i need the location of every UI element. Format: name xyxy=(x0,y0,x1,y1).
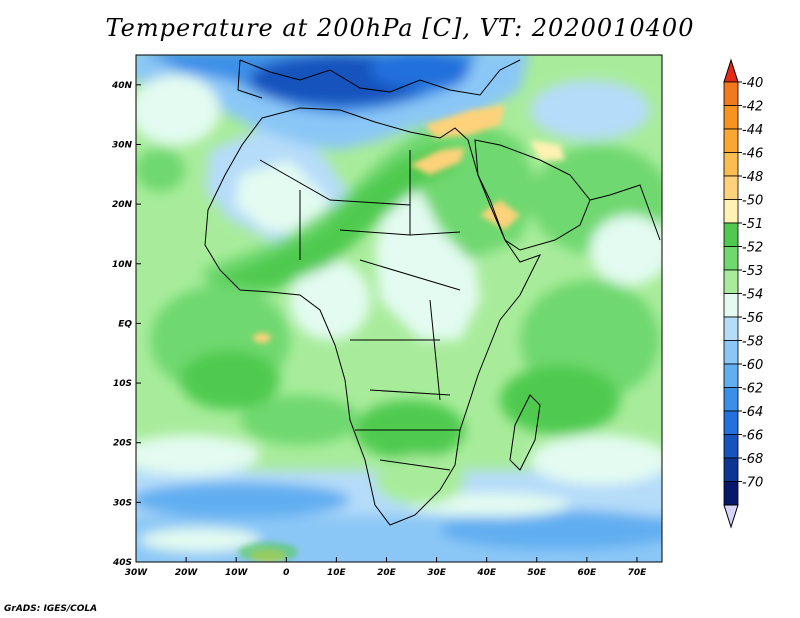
colorbar-swatch xyxy=(723,340,739,365)
lon-tick-label: 30W xyxy=(125,568,149,578)
map-title: Temperature at 200hPa [C], VT: 202001040… xyxy=(105,14,695,42)
colorbar-swatch xyxy=(723,293,739,318)
colorbar-label: -70 xyxy=(742,476,763,491)
colorbar-label: -51 xyxy=(742,217,763,232)
colorbar-label: -58 xyxy=(742,335,763,350)
colorbar-label: -48 xyxy=(742,170,763,185)
colorbar-top-triangle xyxy=(723,58,739,83)
colorbar-bottom-triangle xyxy=(723,504,739,529)
colorbar-label: -64 xyxy=(742,405,763,420)
coastlines xyxy=(204,59,661,526)
lon-tick-label: 70E xyxy=(628,568,648,578)
colorbar-swatch xyxy=(723,175,739,200)
latitude-axis: 40N 30N 20N 10N EQ 10S 20S 30S 40S xyxy=(111,81,141,568)
lon-tick-label: 30E xyxy=(427,568,447,578)
lat-tick-label: 40S xyxy=(112,558,132,568)
colorbar-label: -66 xyxy=(742,429,763,444)
temperature-field xyxy=(136,55,662,562)
lon-tick-label: 20E xyxy=(377,568,397,578)
colorbar-label: -44 xyxy=(742,123,763,138)
colorbar-swatch xyxy=(723,246,739,271)
colorbar-label: -54 xyxy=(742,288,763,303)
lat-tick-label: 20N xyxy=(112,200,133,210)
lat-tick-label: 10S xyxy=(113,379,132,389)
colorbar-label: -60 xyxy=(742,358,763,373)
colorbar-swatch xyxy=(723,387,739,412)
colorbar-swatch xyxy=(723,81,739,106)
colorbar-swatch xyxy=(723,105,739,130)
colorbar: -40 -42 -44 -46 -48 -50 -51 -52 -53 -54 -56 -58 -60 -… xyxy=(723,58,763,529)
colorbar-label: -42 xyxy=(742,100,763,115)
colorbar-label: -68 xyxy=(742,452,763,467)
colorbar-swatch xyxy=(723,316,739,341)
map-frame xyxy=(135,54,663,563)
lat-tick-label: 10N xyxy=(112,260,133,270)
colorbar-label: -53 xyxy=(742,264,763,279)
colorbar-swatch xyxy=(723,457,739,482)
lon-tick-label: 50E xyxy=(527,568,547,578)
lon-tick-label: 10E xyxy=(327,568,347,578)
lat-tick-label: 40N xyxy=(111,81,133,91)
lat-tick-label: 30S xyxy=(113,498,132,508)
colorbar-label: -40 xyxy=(742,76,763,91)
colorbar-swatch xyxy=(723,410,739,435)
credit-label: GrADS: IGES/COLA xyxy=(4,604,98,614)
colorbar-label: -46 xyxy=(742,147,763,162)
lat-tick-label: 20S xyxy=(113,439,132,449)
lon-tick-label: 10W xyxy=(225,568,249,578)
lon-tick-label: 0 xyxy=(283,568,289,578)
lon-tick-label: 20W xyxy=(175,568,199,578)
colorbar-label: -62 xyxy=(742,382,763,397)
longitude-axis: 30W 20W 10W 0 10E 20E 30E 40E 50E 60E 70E xyxy=(125,557,647,578)
colorbar-label: -52 xyxy=(742,241,763,256)
colorbar-swatch xyxy=(723,269,739,294)
colorbar-swatch xyxy=(723,152,739,177)
lat-tick-label: EQ xyxy=(118,319,132,329)
lon-tick-label: 40E xyxy=(476,568,497,578)
colorbar-swatch xyxy=(723,481,739,506)
colorbar-label: -50 xyxy=(742,194,763,209)
lon-tick-label: 60E xyxy=(578,568,598,578)
colorbar-swatch xyxy=(723,363,739,388)
lat-tick-label: 30N xyxy=(112,140,133,150)
colorbar-label: -56 xyxy=(742,311,763,326)
colorbar-swatch xyxy=(723,128,739,153)
colorbar-swatch xyxy=(723,199,739,224)
colorbar-swatch xyxy=(723,222,739,247)
colorbar-swatch xyxy=(723,434,739,459)
